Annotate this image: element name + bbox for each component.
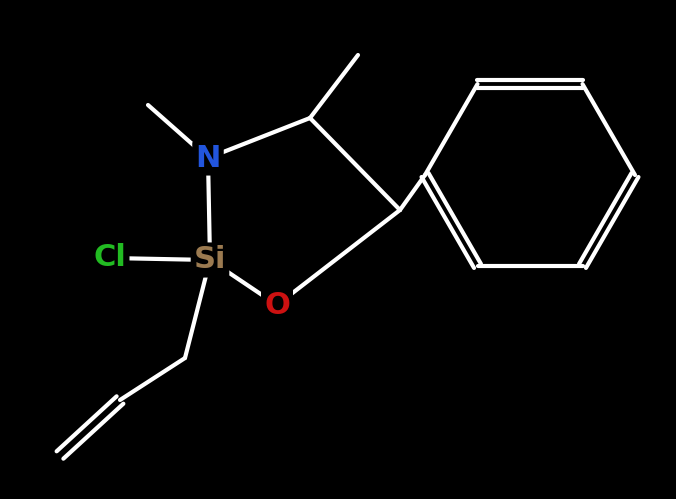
- Text: O: O: [264, 290, 290, 319]
- Text: Si: Si: [194, 246, 226, 274]
- Text: Cl: Cl: [93, 244, 126, 272]
- Text: N: N: [195, 144, 220, 173]
